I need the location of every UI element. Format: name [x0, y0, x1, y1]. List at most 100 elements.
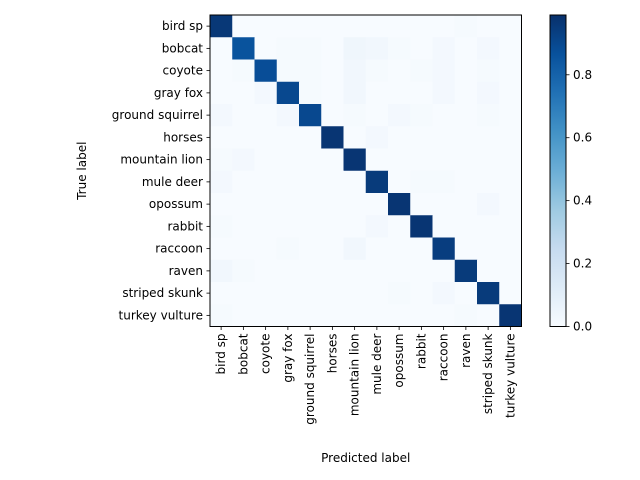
heatmap-cell	[499, 170, 522, 194]
heatmap-cell	[454, 193, 478, 216]
heatmap-cell	[499, 193, 522, 216]
heatmap-cell	[388, 104, 411, 127]
heatmap-cell	[432, 37, 456, 60]
heatmap-cell	[254, 215, 278, 238]
heatmap-cell	[388, 15, 411, 38]
heatmap-cell	[343, 81, 367, 105]
heatmap-cell	[388, 170, 411, 194]
heatmap-cell	[232, 282, 255, 305]
x-axis-label: Predicted label	[321, 451, 410, 465]
heatmap-cell	[232, 215, 255, 238]
heatmap-cell	[365, 37, 389, 60]
heatmap-cell	[477, 237, 500, 261]
heatmap-cell	[477, 259, 500, 283]
heatmap-cell	[343, 170, 367, 194]
heatmap-cell	[499, 282, 522, 305]
heatmap-cell	[388, 37, 411, 60]
heatmap-cell	[343, 126, 367, 149]
y-tick-label: rabbit	[167, 219, 203, 233]
heatmap-cell	[477, 37, 500, 60]
heatmap-cell	[432, 170, 456, 194]
heatmap-cell	[388, 126, 411, 149]
heatmap-cell	[232, 59, 255, 83]
heatmap-cell	[454, 215, 478, 238]
heatmap-cell	[365, 81, 389, 105]
colorbar-tick-label: 0.0	[573, 320, 592, 334]
heatmap-cell	[454, 81, 478, 105]
heatmap-cell	[210, 81, 233, 105]
heatmap-cell	[232, 15, 255, 38]
heatmap-cell	[388, 304, 411, 327]
heatmap-cell	[276, 148, 300, 172]
x-tick-label: coyote	[259, 334, 273, 374]
y-tick-label: coyote	[163, 64, 203, 78]
heatmap-cell	[477, 215, 500, 238]
heatmap-cell	[432, 282, 456, 305]
heatmap-cell	[210, 282, 233, 305]
heatmap-cell	[410, 59, 433, 83]
heatmap-cell	[410, 15, 433, 38]
heatmap-cell	[410, 259, 433, 283]
heatmap-cell	[454, 282, 478, 305]
heatmap-cell	[210, 148, 233, 172]
heatmap-cell	[477, 282, 500, 305]
heatmap-cell	[499, 59, 522, 83]
heatmap-cell	[232, 104, 255, 127]
plot-frame	[209, 14, 522, 327]
heatmap-cell	[477, 304, 500, 327]
heatmap-cell	[410, 37, 433, 60]
heatmap-cell	[299, 170, 322, 194]
y-tick-label: horses	[163, 130, 203, 144]
heatmap-cell	[254, 15, 278, 38]
y-tick-label: mule deer	[142, 175, 203, 189]
heatmap-cell	[388, 81, 411, 105]
heatmap-cell	[410, 304, 433, 327]
heatmap-cell	[477, 170, 500, 194]
heatmap-cell	[499, 259, 522, 283]
heatmap-cell	[477, 15, 500, 38]
heatmap-cell	[499, 81, 522, 105]
y-tick-label: raccoon	[155, 242, 203, 256]
heatmap-cell	[432, 104, 456, 127]
y-tick-label: turkey vulture	[119, 308, 203, 322]
heatmap-cell	[365, 282, 389, 305]
heatmap-cell	[454, 148, 478, 172]
heatmap-cell	[410, 104, 433, 127]
x-axis-ticks: bird sp bobcat coyote gray fox ground squirr…	[214, 326, 517, 425]
x-tick-label: gray fox	[281, 334, 295, 383]
heatmap-cell	[210, 126, 233, 149]
heatmap-cell	[299, 148, 322, 172]
heatmap-cell	[454, 170, 478, 194]
heatmap-cell	[454, 59, 478, 83]
heatmap-cell	[232, 259, 255, 283]
x-tick-label: horses	[325, 334, 339, 374]
heatmap-cell	[499, 215, 522, 238]
heatmap-cell	[388, 59, 411, 83]
heatmap-cell	[254, 126, 278, 149]
heatmap-cells	[210, 15, 522, 327]
y-tick-label: striped skunk	[122, 286, 203, 300]
y-axis-ticks: bird sp bobcat coyote gray fox ground squirr…	[112, 19, 210, 322]
heatmap-cell	[210, 259, 233, 283]
heatmap-cell	[432, 193, 456, 216]
heatmap-cell	[321, 304, 344, 327]
y-tick-label: bobcat	[162, 41, 204, 55]
heatmap-cell	[343, 15, 367, 38]
heatmap-cell	[299, 59, 322, 83]
heatmap-cell	[276, 81, 300, 105]
heatmap-cell	[365, 15, 389, 38]
heatmap-cell	[254, 104, 278, 127]
heatmap-cell	[254, 282, 278, 305]
heatmap-cell	[454, 37, 478, 60]
heatmap-cell	[410, 193, 433, 216]
heatmap-cell	[276, 37, 300, 60]
heatmap-cell	[365, 259, 389, 283]
y-tick-label: ground squirrel	[112, 108, 203, 122]
heatmap-cell	[254, 304, 278, 327]
heatmap-cell	[299, 215, 322, 238]
heatmap-cell	[321, 59, 344, 83]
heatmap-cell	[477, 59, 500, 83]
heatmap-cell	[343, 259, 367, 283]
x-tick-label: mule deer	[370, 333, 384, 394]
